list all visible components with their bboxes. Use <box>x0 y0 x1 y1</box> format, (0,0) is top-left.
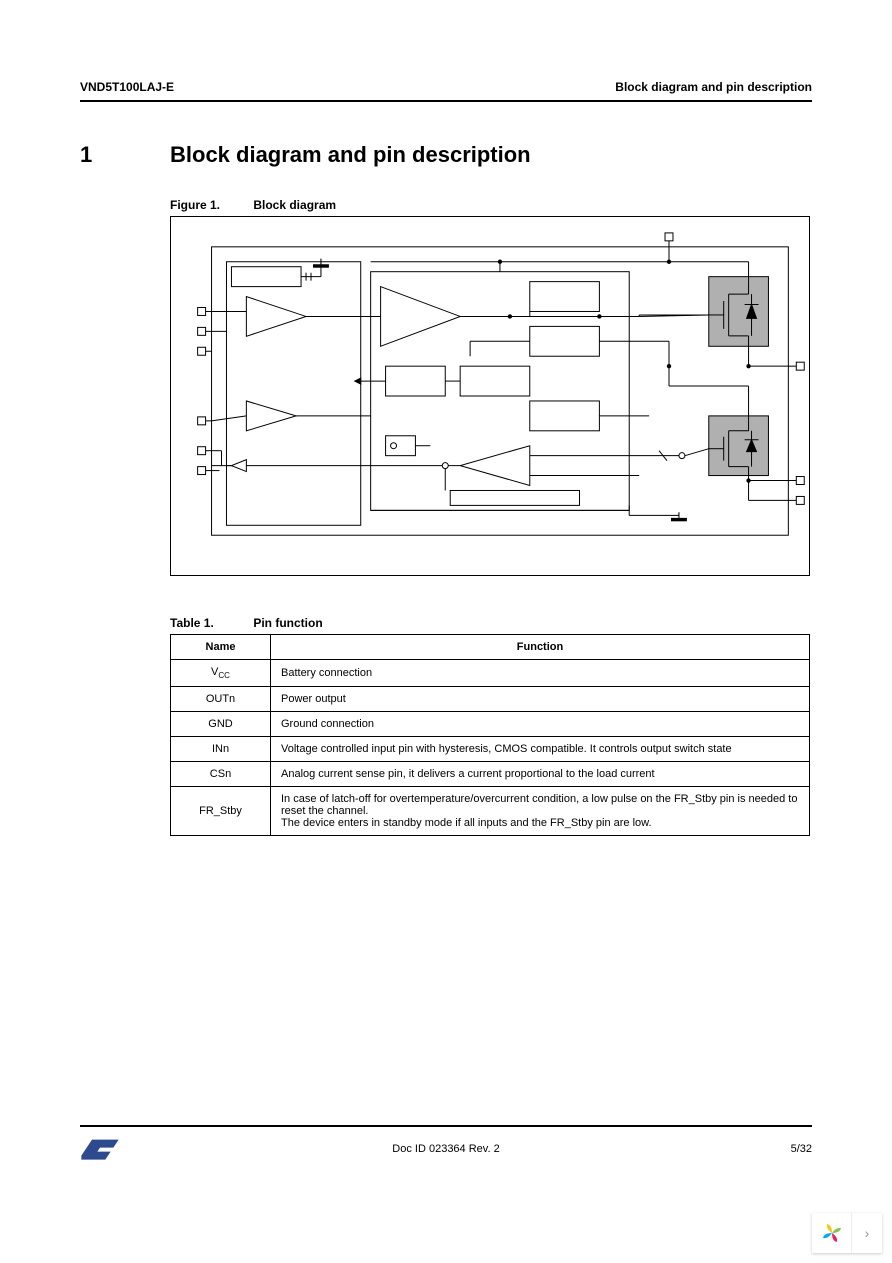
pin-name: INn <box>171 737 271 762</box>
section-title: Block diagram and pin description <box>170 142 531 168</box>
block-diagram-figure <box>170 216 810 576</box>
st-logo <box>80 1135 120 1163</box>
pin-function: Power output <box>271 687 810 712</box>
table-caption-text: Pin function <box>253 616 322 630</box>
section-number: 1 <box>80 142 170 168</box>
pin-name: VCC <box>171 660 271 687</box>
table-row: OUTnPower output <box>171 687 810 712</box>
page-number: 5/32 <box>791 1143 812 1155</box>
table-row: VCCBattery connection <box>171 660 810 687</box>
table-caption: Table 1. Pin function <box>170 616 812 630</box>
header-left: VND5T100LAJ-E <box>80 80 174 94</box>
header-right: Block diagram and pin description <box>615 80 812 94</box>
pin-name: OUTn <box>171 687 271 712</box>
table-row: CSnAnalog current sense pin, it delivers… <box>171 762 810 787</box>
pin-function: Voltage controlled input pin with hyster… <box>271 737 810 762</box>
pin-name: CSn <box>171 762 271 787</box>
chevron-right-icon[interactable]: › <box>852 1213 882 1253</box>
section-heading: 1 Block diagram and pin description <box>80 142 812 168</box>
pin-name: FR_Stby <box>171 787 271 836</box>
pin-function-table-wrap: Name Function VCCBattery connectionOUTnP… <box>170 634 810 836</box>
table-label: Table 1. <box>170 616 250 630</box>
corner-widget[interactable]: › <box>812 1213 882 1253</box>
table-row: FR_StbyIn case of latch-off for overtemp… <box>171 787 810 836</box>
col-function: Function <box>271 635 810 660</box>
col-name: Name <box>171 635 271 660</box>
table-row: GNDGround connection <box>171 712 810 737</box>
flower-icon[interactable] <box>812 1213 852 1253</box>
table-header-row: Name Function <box>171 635 810 660</box>
pin-function-table: Name Function VCCBattery connectionOUTnP… <box>170 634 810 836</box>
figure-caption: Figure 1. Block diagram <box>170 198 812 212</box>
figure-caption-text: Block diagram <box>253 198 336 212</box>
pin-function: Battery connection <box>271 660 810 687</box>
doc-id: Doc ID 023364 Rev. 2 <box>392 1143 499 1155</box>
page-footer: Doc ID 023364 Rev. 2 5/32 <box>80 1125 812 1163</box>
figure-label: Figure 1. <box>170 198 250 212</box>
pin-function: Ground connection <box>271 712 810 737</box>
pin-function: In case of latch-off for overtemperature… <box>271 787 810 836</box>
table-row: INnVoltage controlled input pin with hys… <box>171 737 810 762</box>
pin-name: GND <box>171 712 271 737</box>
page-header: VND5T100LAJ-E Block diagram and pin desc… <box>80 80 812 102</box>
pin-function: Analog current sense pin, it delivers a … <box>271 762 810 787</box>
